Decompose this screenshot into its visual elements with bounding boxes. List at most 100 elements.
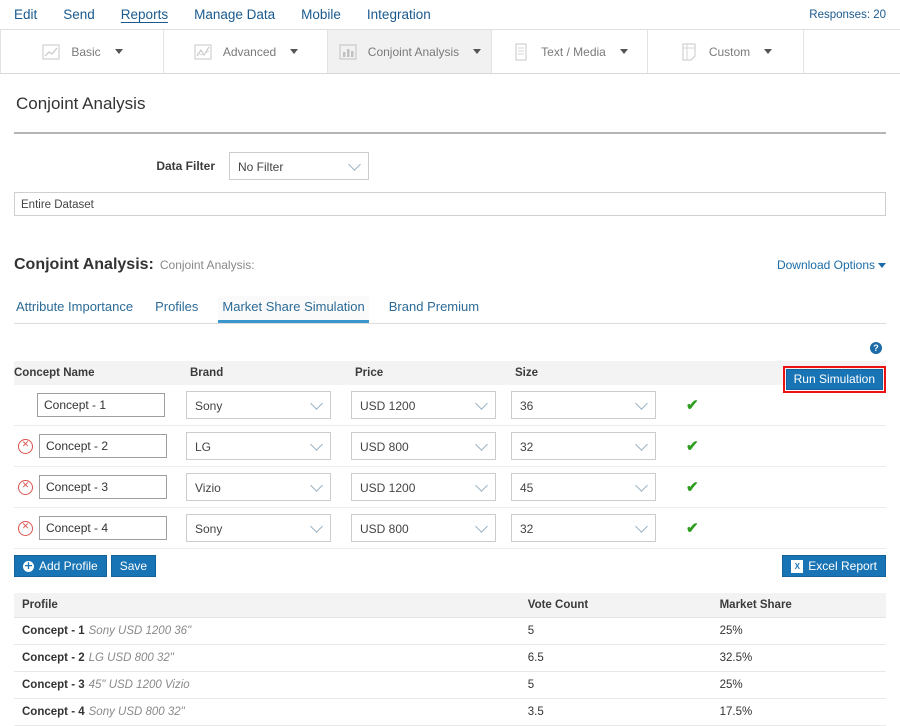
- ribbon-item-basic[interactable]: Basic: [0, 30, 164, 73]
- tab-profiles[interactable]: Profiles: [155, 299, 199, 314]
- size-cell: 36: [509, 391, 674, 419]
- simulation-actions: + Add Profile Save X Excel Report: [14, 555, 886, 577]
- brand-cell: Vizio: [184, 473, 349, 501]
- section-subtitle: Conjoint Analysis:: [159, 258, 255, 272]
- data-filter-row: Data Filter No Filter: [14, 152, 886, 180]
- save-button[interactable]: Save: [110, 555, 157, 577]
- brand-select[interactable]: Vizio: [186, 473, 331, 501]
- status-cell: ✔: [674, 478, 722, 496]
- concept-name-input[interactable]: [39, 475, 167, 499]
- title-divider: [14, 132, 886, 134]
- size-cell: 45: [509, 473, 674, 501]
- results-vote-count: 5: [519, 671, 712, 699]
- chevron-down-icon: [114, 49, 123, 54]
- results-table-head: Profile Vote Count Market Share: [14, 593, 886, 618]
- chevron-down-icon: [310, 479, 323, 492]
- ribbon-item-custom[interactable]: Custom: [648, 30, 804, 73]
- table-row: Concept - 1 Sony USD 1200 36" 5 25%: [14, 617, 886, 645]
- concept-name-input[interactable]: [37, 393, 165, 417]
- delete-row-icon[interactable]: ✕: [18, 438, 33, 454]
- results-profile-desc: 45" USD 1200 Vizio: [88, 679, 190, 691]
- results-profile-cell: Concept - 1 Sony USD 1200 36": [14, 617, 520, 645]
- download-options-label: Download Options: [776, 258, 875, 272]
- chevron-down-icon: [619, 49, 628, 54]
- chevron-down-icon: [878, 263, 886, 269]
- concept-name-input[interactable]: [39, 434, 167, 458]
- status-cell: ✔: [674, 396, 722, 414]
- header-size: Size: [515, 367, 539, 379]
- size-select[interactable]: 45: [511, 473, 656, 501]
- brand-select[interactable]: LG: [186, 432, 331, 460]
- table-row: Concept - 4 Sony USD 800 32" 3.5 17.5%: [14, 698, 886, 726]
- chevron-down-icon: [475, 397, 488, 410]
- brand-value: Sony: [195, 522, 223, 536]
- report-type-ribbon: Basic Advanced Conjoint Analysis Text / …: [0, 30, 900, 74]
- size-select[interactable]: 36: [511, 391, 656, 419]
- price-value: USD 800: [360, 522, 409, 536]
- ribbon-label-custom: Custom: [708, 44, 751, 59]
- ribbon-item-advanced[interactable]: Advanced: [164, 30, 328, 73]
- brand-select[interactable]: Sony: [186, 514, 331, 542]
- chevron-down-icon: [310, 438, 323, 451]
- simulation-panel: ? Run Simulation Concept Name Brand Pric…: [14, 342, 886, 577]
- header-price: Price: [355, 367, 384, 379]
- custom-report-icon: [679, 42, 699, 62]
- size-select[interactable]: 32: [511, 514, 656, 542]
- concept-name-cell: ✕: [14, 475, 184, 499]
- add-profile-label: Add Profile: [39, 559, 98, 573]
- results-table-body: Concept - 1 Sony USD 1200 36" 5 25% Conce…: [14, 617, 886, 726]
- delete-row-icon[interactable]: ✕: [18, 520, 33, 536]
- download-options-button[interactable]: Download Options: [777, 258, 886, 272]
- check-icon: ✔: [686, 397, 699, 414]
- concept-name-input[interactable]: [39, 516, 167, 540]
- results-header-market-share: Market Share: [711, 593, 886, 618]
- results-profile-name: Concept - 2: [22, 652, 85, 664]
- excel-file-icon: X: [791, 559, 804, 573]
- price-select[interactable]: USD 800: [351, 514, 496, 542]
- size-select[interactable]: 32: [511, 432, 656, 460]
- run-simulation-button[interactable]: Run Simulation: [785, 369, 883, 390]
- status-cell: ✔: [674, 519, 722, 537]
- ribbon-item-text-media[interactable]: Text / Media: [492, 30, 648, 73]
- chevron-down-icon: [635, 438, 648, 451]
- price-cell: USD 800: [349, 514, 509, 542]
- help-icon[interactable]: ?: [870, 342, 882, 354]
- brand-select[interactable]: Sony: [186, 391, 331, 419]
- results-header-profile: Profile: [14, 593, 520, 618]
- tab-brand-premium[interactable]: Brand Premium: [388, 299, 480, 314]
- excel-report-label: Excel Report: [808, 559, 877, 573]
- price-select[interactable]: USD 1200: [351, 473, 496, 501]
- tab-market-share-simulation[interactable]: Market Share Simulation: [218, 296, 369, 323]
- responses-counter: Responses: 20: [809, 8, 886, 21]
- price-select[interactable]: USD 800: [351, 432, 496, 460]
- data-filter-select[interactable]: No Filter: [229, 152, 369, 180]
- chevron-down-icon: [635, 479, 648, 492]
- results-profile-cell: Concept - 3 45" USD 1200 Vizio: [14, 671, 520, 699]
- size-value: 32: [520, 440, 534, 454]
- bar-chart-icon: [338, 42, 358, 62]
- nav-item-integration[interactable]: Integration: [366, 7, 431, 22]
- price-select[interactable]: USD 1200: [351, 391, 496, 419]
- price-value: USD 1200: [360, 481, 416, 495]
- chevron-down-icon: [348, 158, 361, 171]
- simulation-row: ✕ Sony USD 800 32: [14, 508, 886, 549]
- ribbon-spacer: [804, 30, 900, 73]
- nav-item-send[interactable]: Send: [63, 7, 95, 22]
- nav-item-mobile[interactable]: Mobile: [301, 7, 341, 22]
- report-tabs: Attribute Importance Profiles Market Sha…: [14, 296, 886, 324]
- tab-attribute-importance[interactable]: Attribute Importance: [16, 299, 134, 314]
- excel-report-button[interactable]: X Excel Report: [782, 555, 886, 577]
- price-cell: USD 1200: [349, 391, 509, 419]
- area-chart-icon: [193, 42, 213, 62]
- nav-item-reports[interactable]: Reports: [120, 7, 169, 22]
- data-filter-value: No Filter: [238, 160, 284, 174]
- nav-item-manage-data[interactable]: Manage Data: [194, 7, 276, 22]
- brand-cell: LG: [184, 432, 349, 460]
- delete-row-icon[interactable]: ✕: [18, 479, 33, 495]
- add-profile-button[interactable]: + Add Profile: [14, 555, 107, 577]
- size-value: 45: [520, 481, 534, 495]
- ribbon-item-conjoint-analysis[interactable]: Conjoint Analysis: [328, 30, 492, 73]
- dataset-field[interactable]: Entire Dataset: [14, 192, 886, 216]
- nav-item-edit[interactable]: Edit: [14, 7, 38, 22]
- size-cell: 32: [509, 432, 674, 460]
